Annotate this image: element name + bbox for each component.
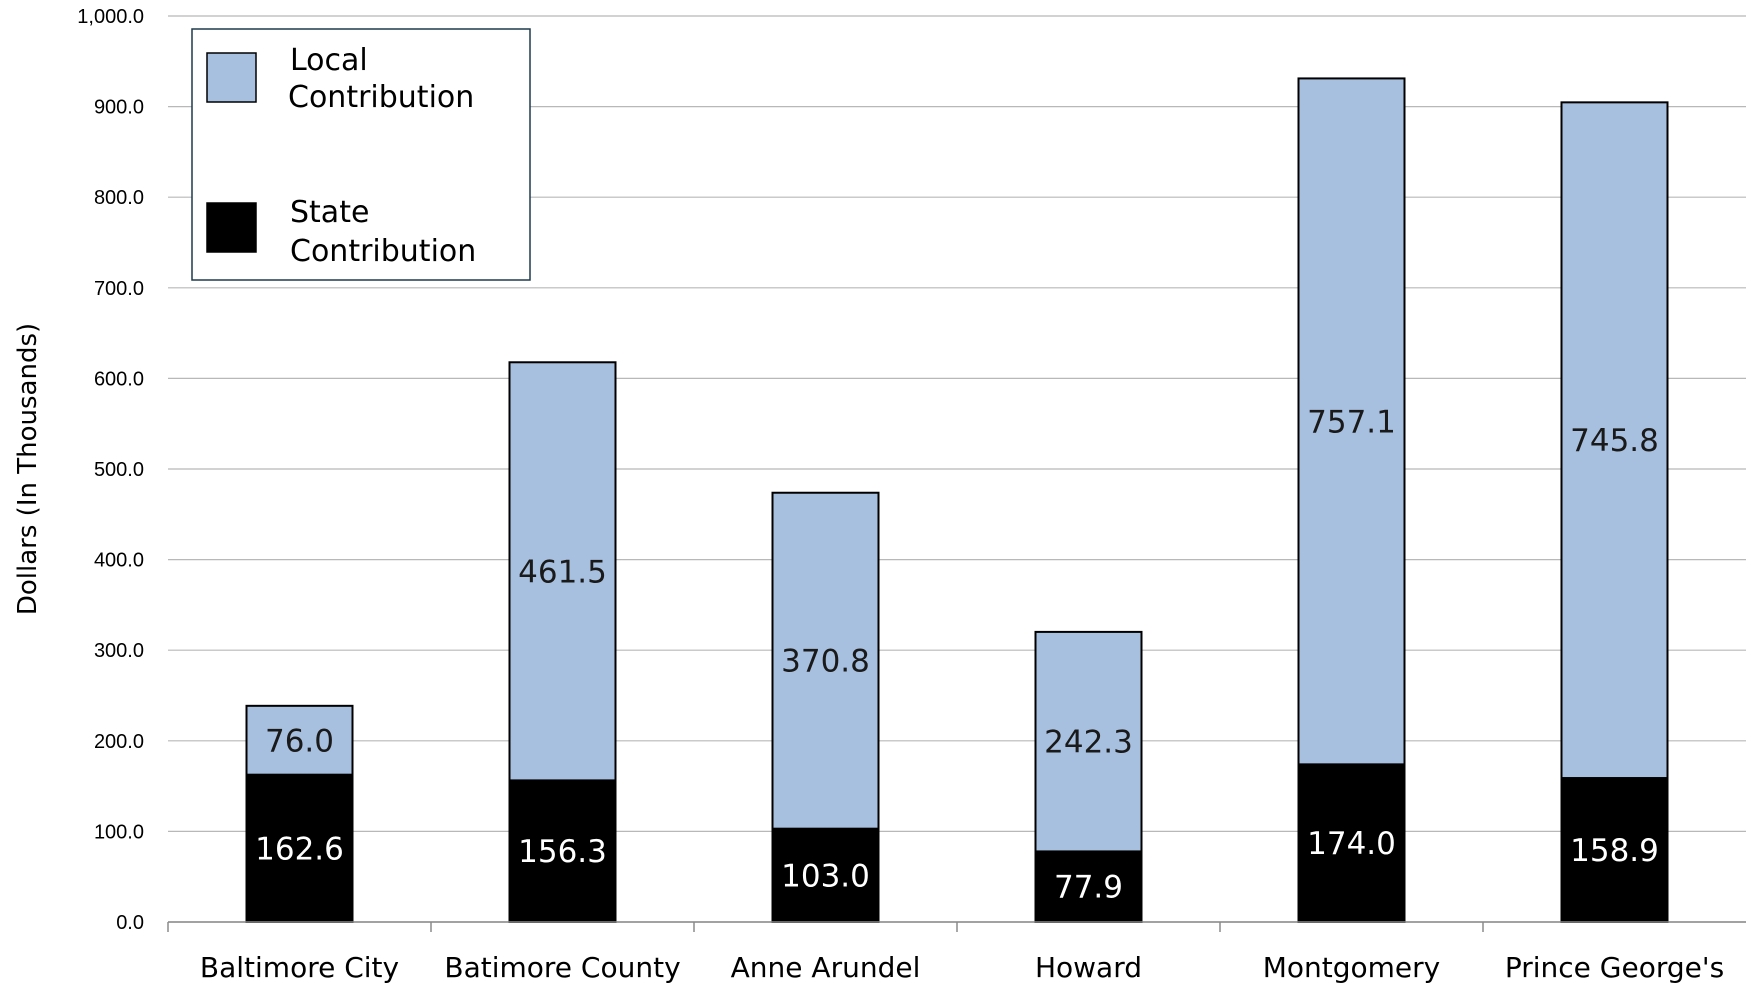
bar-state — [1034, 850, 1143, 924]
data-label-local: 370.8 — [781, 644, 870, 680]
data-label-local: 757.1 — [1307, 404, 1396, 440]
x-tick-label: Montgomery — [1263, 951, 1441, 983]
bar-state — [1297, 763, 1406, 924]
y-tick-label: 500.0 — [94, 459, 144, 481]
bar-local — [771, 491, 880, 830]
data-label-state: 77.9 — [1054, 870, 1123, 906]
data-label-state: 103.0 — [781, 858, 870, 894]
data-label-state: 158.9 — [1570, 833, 1659, 869]
x-tick-label: Batimore County — [444, 951, 680, 983]
bar-local — [508, 361, 617, 782]
y-axis-title: Dollars (In Thousands) — [13, 323, 43, 615]
bar-local — [1034, 630, 1143, 853]
legend-label-state-line2: Contribution — [290, 234, 476, 269]
bar-state — [508, 779, 617, 924]
x-tick-label: Anne Arundel — [731, 951, 921, 983]
bar-local — [1560, 101, 1669, 780]
x-tick-label: Howard — [1035, 951, 1142, 983]
y-tick-label: 1,000.0 — [77, 6, 144, 28]
x-tick-label: Prince George's — [1505, 951, 1724, 983]
y-tick-label: 300.0 — [94, 640, 144, 662]
bar-state — [245, 773, 354, 923]
legend: Local Contribution State Contribution — [191, 28, 531, 281]
y-tick-label: 800.0 — [94, 187, 144, 209]
bar-state — [1560, 777, 1669, 924]
legend-label-local-line2: Contribution — [288, 80, 474, 115]
y-tick-label: 400.0 — [94, 550, 144, 572]
data-label-local: 76.0 — [265, 723, 334, 759]
data-label-local: 242.3 — [1044, 725, 1133, 761]
x-axis: Baltimore City Batimore County Anne Arunde… — [167, 921, 1746, 983]
x-tick-label: Baltimore City — [200, 951, 399, 983]
y-tick-label: 100.0 — [94, 821, 144, 843]
y-axis-ticks: 0.0 100.0 200.0 300.0 400.0 500.0 600.0 700.0 80… — [77, 6, 144, 934]
legend-swatch-state — [206, 202, 257, 253]
legend-swatch-local — [206, 52, 257, 103]
data-label-local: 745.8 — [1570, 423, 1659, 459]
y-tick-label: 900.0 — [94, 97, 144, 119]
data-label-state: 174.0 — [1307, 826, 1396, 862]
y-tick-label: 600.0 — [94, 368, 144, 390]
y-tick-label: 700.0 — [94, 278, 144, 300]
data-label-state: 156.3 — [518, 834, 607, 870]
bars: 162.6 76.0 156.3 461.5 103.0 370.8 77.9 242.3 17… — [245, 77, 1669, 924]
y-tick-label: 0.0 — [116, 912, 144, 934]
bar-local — [245, 704, 354, 776]
gridlines — [168, 15, 1746, 923]
data-label-local: 461.5 — [518, 554, 607, 590]
y-tick-label: 200.0 — [94, 731, 144, 753]
data-label-state: 162.6 — [255, 831, 344, 867]
bar-local — [1297, 77, 1406, 766]
legend-label-local-line1: Local — [290, 43, 368, 78]
legend-label-state-line1: State — [290, 195, 369, 230]
